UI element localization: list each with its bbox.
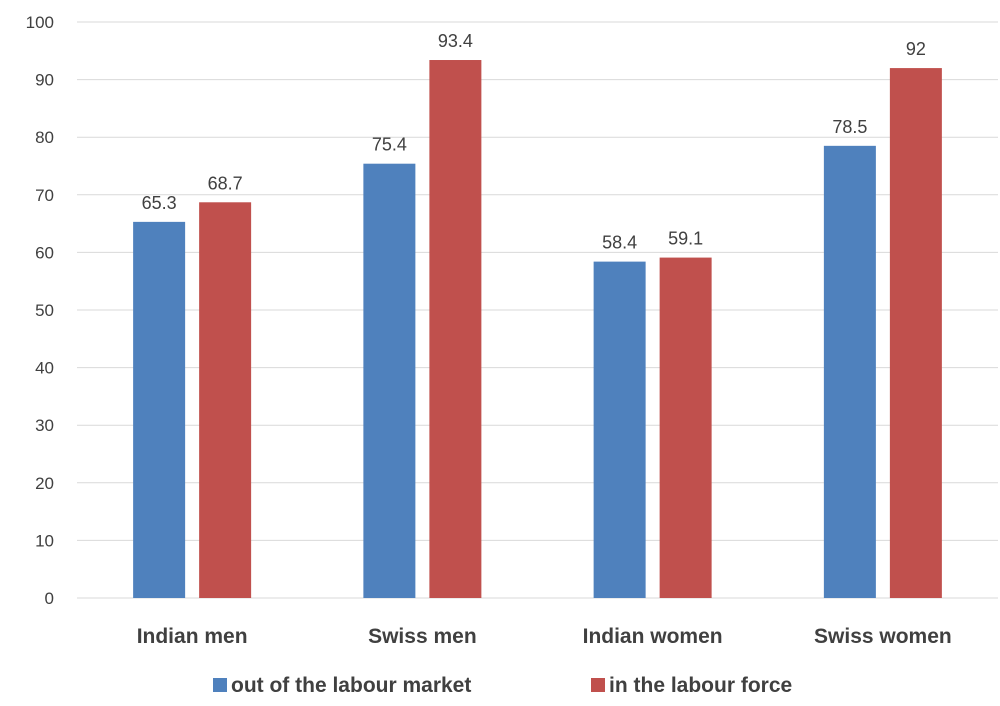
data-label: 59.1 [668, 229, 703, 249]
y-tick-label: 90 [35, 71, 54, 90]
data-label: 78.5 [832, 117, 867, 137]
legend-label: in the labour force [609, 674, 792, 697]
y-tick-label: 40 [35, 359, 54, 378]
legend-swatch [591, 678, 605, 692]
category-label: Swiss women [814, 625, 952, 648]
bar-3-0 [823, 145, 876, 598]
category-labels: Indian men Swiss men Indian women Swiss wom… [137, 625, 952, 648]
legend-label: out of the labour market [231, 674, 471, 697]
data-label: 65.3 [142, 193, 177, 213]
y-tick-label: 50 [35, 301, 54, 320]
y-tick-label: 70 [35, 186, 54, 205]
y-tick-label: 10 [35, 531, 54, 550]
bar-3-1 [889, 68, 942, 598]
legend: out of the labour market in the labour fo… [213, 674, 792, 697]
data-label: 75.4 [372, 135, 407, 155]
y-tick-label: 0 [45, 589, 54, 608]
bars [133, 60, 942, 599]
y-tick-label: 30 [35, 416, 54, 435]
data-labels: 65.3 68.7 75.4 93.4 58.4 59.1 78.5 92 [142, 31, 926, 253]
y-axis-tick-labels: 0 10 20 30 40 50 60 70 80 90 100 [26, 13, 54, 608]
category-label: Indian women [583, 625, 723, 648]
data-label: 68.7 [208, 173, 243, 193]
bar-1-1 [429, 60, 482, 599]
bar-1-0 [363, 163, 416, 599]
legend-swatch [213, 678, 227, 692]
bar-2-1 [659, 257, 712, 598]
bar-0-1 [199, 202, 252, 598]
y-tick-label: 100 [26, 13, 54, 32]
category-label: Swiss men [368, 625, 477, 648]
category-label: Indian men [137, 625, 248, 648]
y-tick-label: 20 [35, 474, 54, 493]
bar-2-0 [593, 261, 646, 598]
data-label: 58.4 [602, 233, 637, 253]
y-tick-label: 60 [35, 243, 54, 262]
data-label: 93.4 [438, 31, 473, 51]
data-label: 92 [906, 39, 926, 59]
bar-0-0 [133, 221, 186, 598]
y-tick-label: 80 [35, 128, 54, 147]
